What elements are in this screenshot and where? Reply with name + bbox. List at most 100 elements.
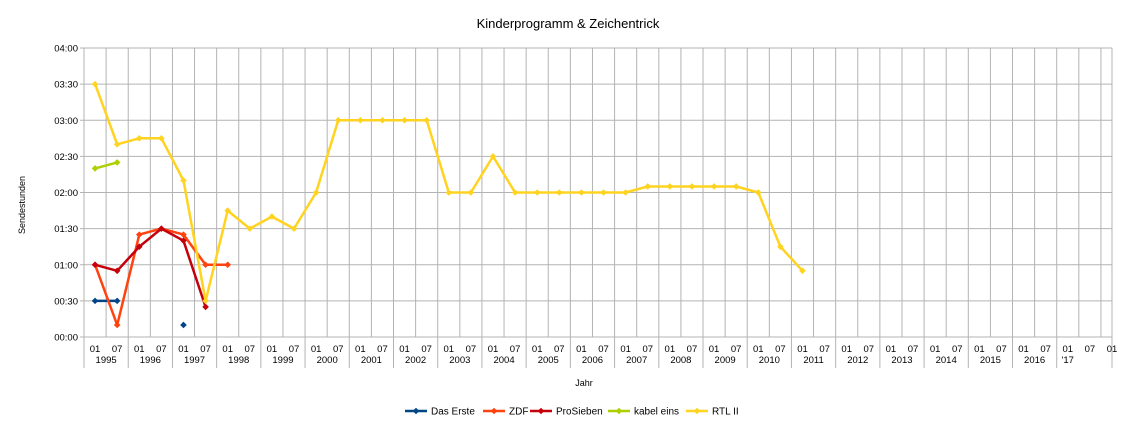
- x-tick-label: 07: [1040, 344, 1051, 355]
- x-tick-label: 07: [996, 344, 1007, 355]
- data-point: [312, 189, 320, 196]
- data-point: [710, 183, 718, 190]
- x-tick-label: 01: [532, 344, 543, 355]
- y-tick-label: 01:00: [54, 260, 78, 271]
- x-tick-label: 07: [731, 344, 742, 355]
- x-tick-label: 01: [841, 344, 852, 355]
- y-tick-label: 03:30: [54, 80, 78, 91]
- chart-title: Kinderprogramm & Zeichentrick: [477, 16, 660, 31]
- x-year-label: 2000: [317, 355, 338, 366]
- legend-swatch-marker: [412, 407, 420, 415]
- x-year-label: 1996: [140, 355, 161, 366]
- data-point: [467, 189, 475, 196]
- legend-swatch-marker: [490, 407, 498, 415]
- x-tick-label: 01: [797, 344, 808, 355]
- grid: [83, 47, 1113, 338]
- data-point: [224, 261, 231, 269]
- data-point: [91, 297, 99, 305]
- x-tick-label: 01: [90, 344, 101, 355]
- legend-item: ProSieben: [530, 407, 603, 418]
- data-point: [732, 183, 740, 190]
- data-point: [113, 267, 121, 275]
- y-tick-label: 00:00: [54, 333, 78, 344]
- data-point: [688, 183, 696, 190]
- data-point: [91, 165, 99, 172]
- data-point: [754, 189, 762, 196]
- data-point: [445, 189, 453, 196]
- x-tick-label: 01: [443, 344, 454, 355]
- legend: Das Erste ZDF ProSieben kabel eins RTL II: [405, 407, 739, 418]
- data-point: [600, 189, 607, 196]
- series-rtl-ii: [91, 80, 806, 305]
- data-point: [202, 261, 209, 269]
- data-point: [379, 116, 386, 124]
- x-tick-label: 07: [377, 344, 388, 355]
- data-point: [113, 141, 121, 148]
- x-tick-label: 07: [466, 344, 477, 355]
- series-prosieben: [91, 225, 209, 311]
- series-das-erste: [91, 297, 187, 329]
- x-year-label: 2005: [538, 355, 559, 366]
- series-line: [94, 161, 118, 170]
- x-tick-label: 01: [399, 344, 410, 355]
- x-year-label: 2013: [891, 355, 912, 366]
- x-tick-label: 01: [753, 344, 764, 355]
- data-point: [113, 159, 121, 166]
- data-point: [246, 225, 254, 232]
- x-year-label: 2002: [405, 355, 426, 366]
- x-year-label: 2009: [715, 355, 736, 366]
- x-tick-label: 07: [642, 344, 653, 355]
- data-point: [158, 135, 165, 142]
- x-tick-label: 07: [819, 344, 830, 355]
- data-point: [644, 183, 652, 190]
- legend-label: ZDF: [509, 407, 528, 418]
- legend-item: RTL II: [686, 407, 739, 418]
- y-tick-label: 01:30: [54, 224, 78, 235]
- x-tick-label: 01: [1018, 344, 1029, 355]
- data-point: [268, 213, 276, 220]
- data-point: [489, 153, 497, 160]
- legend-item: ZDF: [483, 407, 528, 418]
- data-point: [578, 189, 585, 196]
- series-kabel-eins: [91, 159, 121, 172]
- data-point: [423, 116, 430, 124]
- y-tick-label: 02:00: [54, 188, 78, 199]
- x-tick-label: 01: [620, 344, 631, 355]
- data-point: [180, 321, 187, 329]
- data-point: [511, 189, 519, 196]
- x-tick-label: 01: [709, 344, 720, 355]
- data-point: [91, 80, 99, 88]
- data-point: [113, 321, 121, 329]
- data-point: [158, 225, 165, 232]
- x-tick-label: 07: [864, 344, 875, 355]
- y-tick-label: 03:00: [54, 116, 78, 127]
- data-point: [135, 231, 143, 238]
- legend-item: kabel eins: [608, 407, 679, 418]
- data-point: [113, 297, 121, 305]
- data-point: [290, 225, 298, 232]
- x-tick-label: 07: [952, 344, 963, 355]
- x-tick-label: 07: [421, 344, 432, 355]
- x-tick-label: 07: [687, 344, 698, 355]
- legend-item: Das Erste: [405, 407, 475, 418]
- y-tick-label: 00:30: [54, 296, 78, 307]
- x-tick-label: 07: [245, 344, 256, 355]
- x-year-label: 2003: [449, 355, 470, 366]
- legend-label: RTL II: [712, 407, 739, 418]
- x-tick-label: 01: [665, 344, 676, 355]
- legend-swatch-marker: [693, 407, 701, 415]
- legend-label: kabel eins: [634, 407, 679, 418]
- data-point: [91, 261, 99, 269]
- data-point: [224, 207, 231, 214]
- x-year-label: 2010: [759, 355, 780, 366]
- x-tick-label: 07: [554, 344, 565, 355]
- data-point: [202, 297, 209, 305]
- x-tick-label: 01: [1062, 344, 1073, 355]
- data-point: [180, 177, 187, 184]
- x-tick-label: 07: [289, 344, 300, 355]
- x-tick-label: 01: [222, 344, 233, 355]
- data-point: [401, 116, 408, 124]
- x-year-label: 2008: [670, 355, 691, 366]
- x-tick-label: 07: [775, 344, 786, 355]
